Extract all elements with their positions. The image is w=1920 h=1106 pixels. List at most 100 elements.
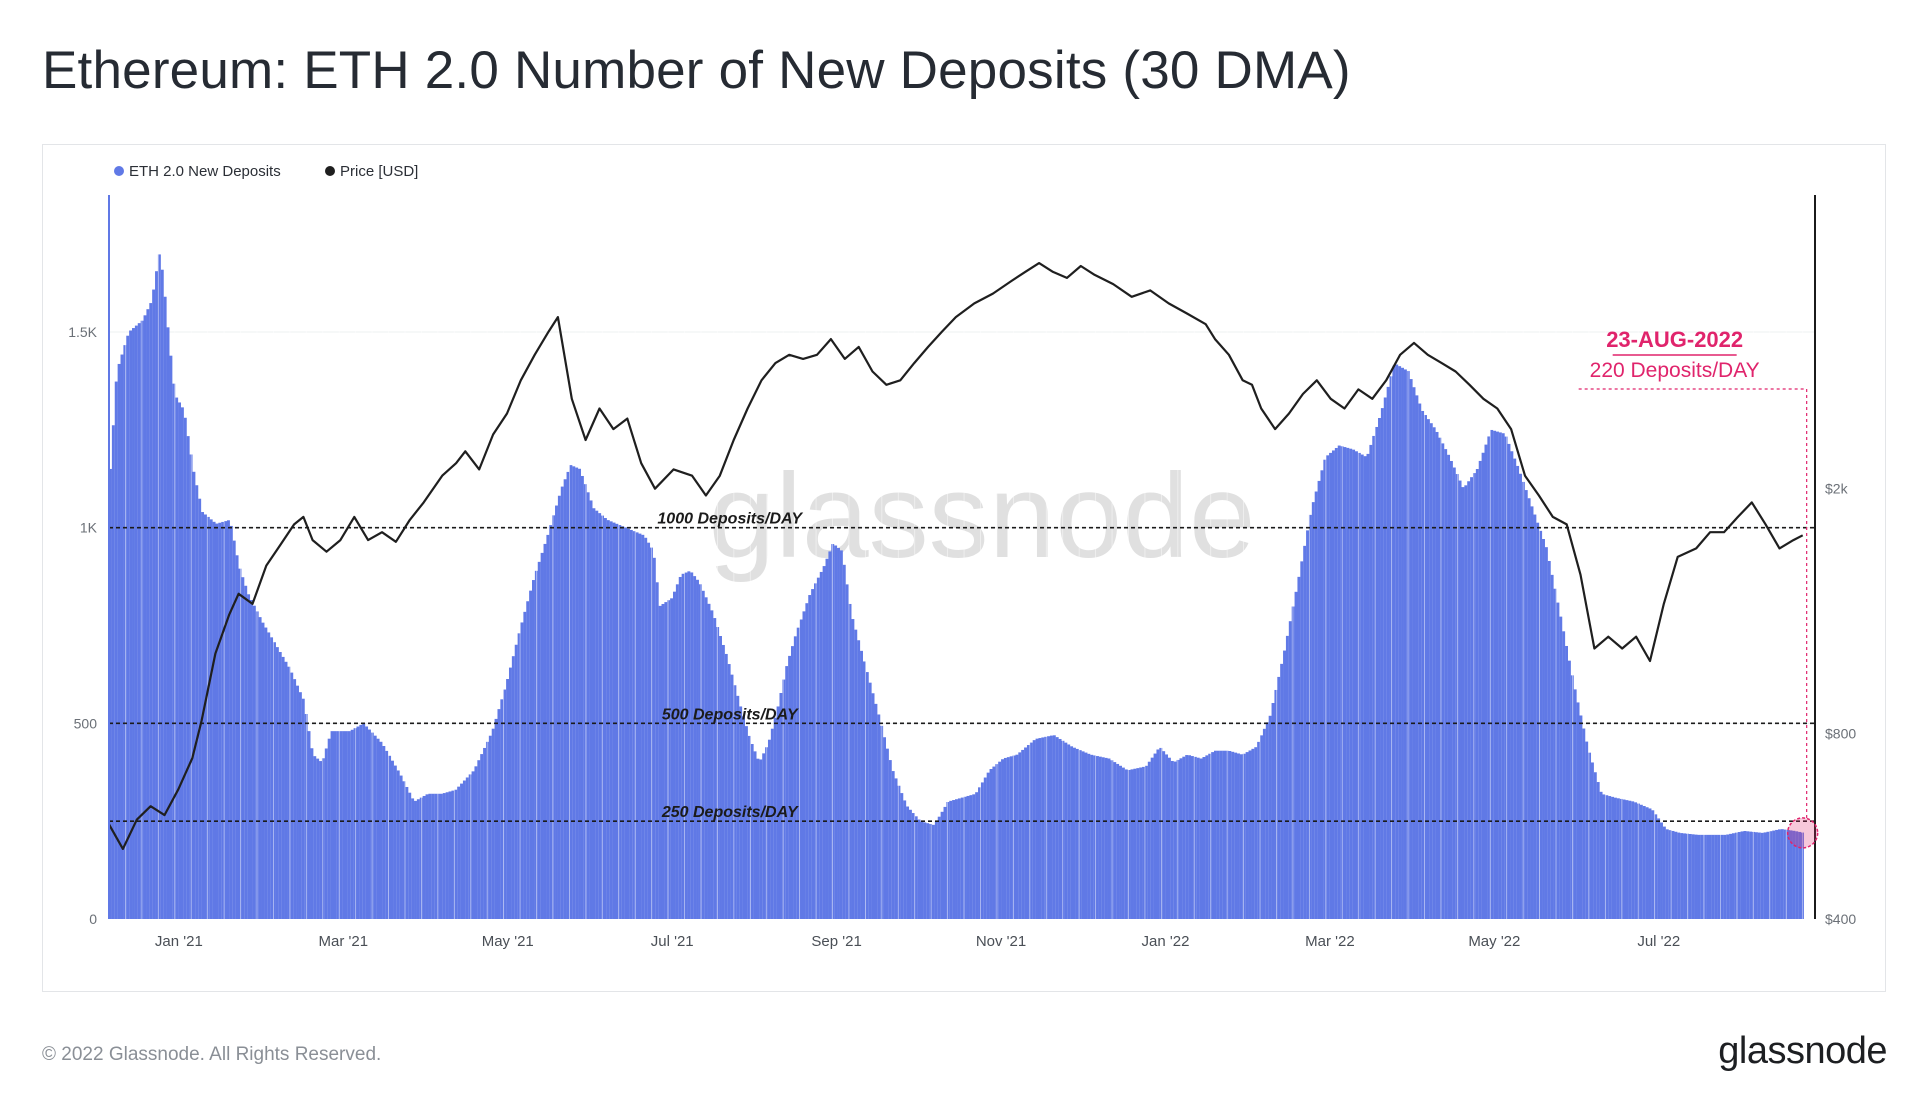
deposit-bar bbox=[1553, 588, 1557, 919]
deposit-bar bbox=[1104, 757, 1108, 919]
deposit-bar bbox=[425, 794, 429, 919]
deposit-bar bbox=[229, 525, 233, 919]
deposit-bar bbox=[1729, 833, 1733, 919]
deposit-bar bbox=[146, 309, 150, 919]
deposit-bar bbox=[1619, 798, 1623, 919]
deposit-bar bbox=[854, 629, 858, 919]
deposit-bar bbox=[117, 363, 121, 919]
deposit-bar bbox=[1231, 751, 1235, 919]
deposit-bar bbox=[511, 656, 515, 919]
deposit-bar bbox=[603, 518, 607, 919]
deposit-bar bbox=[1495, 431, 1499, 919]
deposit-bar bbox=[445, 792, 449, 919]
deposit-bar bbox=[1326, 455, 1330, 919]
deposit-bar bbox=[839, 550, 843, 919]
deposit-bar bbox=[972, 794, 976, 919]
deposit-bar bbox=[949, 800, 953, 919]
deposit-bar bbox=[1360, 454, 1364, 919]
deposit-bar bbox=[606, 520, 610, 919]
deposit-bar bbox=[1392, 365, 1396, 919]
deposit-bar bbox=[678, 576, 682, 919]
deposit-bar bbox=[1058, 738, 1062, 919]
deposit-bar bbox=[270, 637, 274, 919]
deposit-bar bbox=[393, 765, 397, 919]
deposit-bar bbox=[1121, 767, 1125, 919]
deposit-bar bbox=[408, 792, 412, 919]
deposit-bar bbox=[1070, 746, 1074, 919]
deposit-bar bbox=[339, 731, 343, 919]
deposit-bar bbox=[1697, 834, 1701, 919]
deposit-bar bbox=[1415, 395, 1419, 920]
deposit-bar bbox=[1378, 418, 1381, 919]
deposit-bar bbox=[494, 718, 498, 919]
deposit-bar bbox=[540, 552, 544, 919]
deposit-bar bbox=[1490, 429, 1494, 919]
deposit-bar bbox=[969, 795, 973, 919]
deposit-bar bbox=[851, 619, 855, 919]
deposit-bar bbox=[670, 598, 674, 919]
deposit-bar bbox=[1409, 379, 1413, 919]
deposit-bar bbox=[1372, 435, 1376, 919]
deposit-bar bbox=[1720, 834, 1724, 919]
deposit-bar bbox=[529, 590, 533, 919]
deposit-bar bbox=[1498, 432, 1502, 919]
deposit-bar bbox=[1441, 443, 1445, 919]
deposit-bar bbox=[1731, 833, 1735, 919]
price-line bbox=[108, 262, 1804, 850]
deposit-bar bbox=[353, 728, 357, 919]
deposit-bar bbox=[805, 603, 809, 919]
legend-label-price[interactable]: Price [USD] bbox=[340, 163, 418, 180]
deposit-bar bbox=[641, 534, 645, 919]
deposit-bar bbox=[391, 760, 394, 919]
deposit-bar bbox=[1588, 752, 1592, 919]
deposit-bar bbox=[160, 269, 164, 919]
deposit-bar bbox=[126, 335, 130, 919]
deposit-bar bbox=[264, 627, 268, 919]
deposit-bar bbox=[500, 699, 504, 919]
deposit-bar bbox=[132, 328, 135, 919]
deposit-bar bbox=[753, 751, 757, 919]
deposit-bar bbox=[1032, 740, 1036, 919]
deposit-bar bbox=[411, 798, 415, 919]
deposit-bar bbox=[644, 537, 648, 919]
legend-swatch-price bbox=[325, 166, 335, 176]
deposit-bar bbox=[802, 611, 806, 919]
deposit-bar bbox=[739, 706, 743, 919]
deposit-bar bbox=[1519, 473, 1522, 919]
deposit-bar bbox=[1562, 631, 1566, 919]
deposit-bar bbox=[572, 466, 576, 919]
deposit-bar bbox=[474, 766, 478, 919]
deposit-bar bbox=[1314, 491, 1318, 919]
deposit-bar bbox=[434, 793, 438, 919]
deposit-bar bbox=[557, 495, 561, 919]
deposit-bar bbox=[1418, 403, 1422, 919]
deposit-bar bbox=[667, 600, 671, 919]
deposit-bar bbox=[296, 685, 299, 919]
deposit-bar bbox=[465, 777, 469, 919]
deposit-bar bbox=[989, 769, 993, 919]
deposit-bar bbox=[1084, 752, 1088, 919]
deposit-bar bbox=[152, 289, 156, 919]
deposit-bar bbox=[284, 661, 288, 919]
deposit-bar bbox=[1346, 447, 1350, 919]
deposit-bar bbox=[301, 698, 305, 919]
deposit-bar bbox=[1458, 480, 1462, 919]
deposit-bar bbox=[690, 572, 694, 919]
deposit-bar bbox=[1196, 757, 1200, 919]
deposit-bar bbox=[1107, 758, 1111, 919]
deposit-bar bbox=[1760, 832, 1764, 919]
deposit-bar bbox=[955, 799, 958, 919]
deposit-bar bbox=[1337, 445, 1341, 919]
legend-label-deposits[interactable]: ETH 2.0 New Deposits bbox=[129, 163, 281, 180]
deposit-bar bbox=[178, 402, 181, 920]
deposit-bar bbox=[1294, 591, 1298, 919]
deposit-bar bbox=[782, 679, 786, 919]
deposit-bar bbox=[1576, 702, 1580, 919]
deposit-bar bbox=[376, 738, 380, 919]
deposit-bar bbox=[1792, 830, 1796, 919]
deposit-bar bbox=[226, 520, 230, 919]
deposit-bar bbox=[1645, 807, 1649, 919]
deposit-bar bbox=[1795, 831, 1799, 919]
deposit-bar bbox=[333, 731, 337, 919]
deposit-bar bbox=[273, 642, 276, 919]
